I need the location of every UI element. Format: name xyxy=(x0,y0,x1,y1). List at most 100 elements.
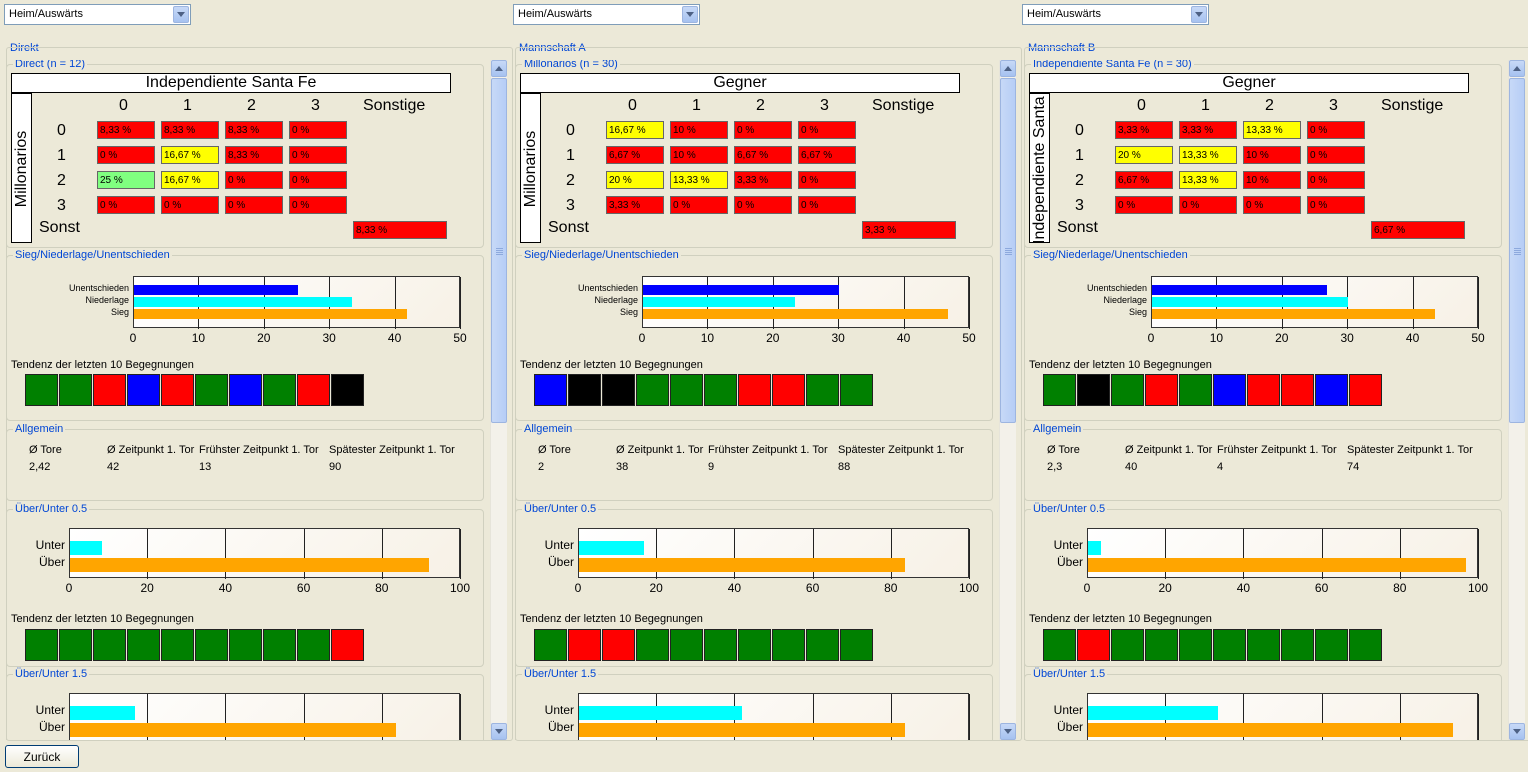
scroll-up-arrow-icon[interactable] xyxy=(1509,60,1525,77)
wld-chart-tick-label: 40 xyxy=(1405,331,1420,345)
stat-value: 40 xyxy=(1125,461,1138,473)
scroll-down-arrow-icon[interactable] xyxy=(1000,723,1016,740)
trend-label: Tendenz der letzten 10 Begegnungen xyxy=(520,359,703,371)
score-cell: 0 % xyxy=(798,196,856,214)
ou05-chart-tick-label: 20 xyxy=(1158,581,1172,595)
top-team-header: Gegner xyxy=(1029,73,1469,93)
score-cell: 0 % xyxy=(734,121,792,139)
column-header: 1 xyxy=(183,97,192,114)
back-button[interactable]: Zurück xyxy=(5,745,79,768)
wld-chart-tick-label: 40 xyxy=(896,331,911,345)
trend-box xyxy=(297,629,330,661)
scrollbar-thumb[interactable] xyxy=(1000,78,1016,423)
side-team-label: Millonarios xyxy=(522,130,539,208)
match-filter-dropdown[interactable]: Heim/Auswärts xyxy=(513,4,700,25)
score-cell: 6,67 % xyxy=(734,146,792,164)
grip-line xyxy=(1005,247,1012,249)
ou05-chart-plot xyxy=(1087,528,1479,579)
ou15-chart-gridline xyxy=(225,694,227,740)
trend-box xyxy=(738,629,771,661)
over-under-15-group: Über/Unter 1.5 Unter Über xyxy=(6,668,484,740)
chevron-down-icon[interactable] xyxy=(1191,6,1207,23)
stat-value: 4 xyxy=(1217,461,1224,473)
trend-box xyxy=(59,629,92,661)
ou05-chart-tick-label: 0 xyxy=(1083,581,1091,595)
vertical-scrollbar[interactable] xyxy=(490,60,507,740)
ou05-chart-tick-label: 0 xyxy=(574,581,582,595)
ou05-chart-gridline xyxy=(1478,529,1479,579)
score-cell: 0 % xyxy=(225,196,283,214)
trend-label: Tendenz der letzten 10 Begegnungen xyxy=(1029,613,1212,625)
stat-value: 90 xyxy=(329,461,342,473)
score-cell: 8,33 % xyxy=(97,121,155,139)
column-header: 2 xyxy=(247,97,256,114)
score-cell: 0 % xyxy=(1307,146,1365,164)
win-loss-draw-group: Sieg/Niederlage/Unentschieden Unentschied… xyxy=(1024,249,1502,421)
trend-box xyxy=(636,374,669,406)
scroll-down-arrow-icon[interactable] xyxy=(1509,723,1525,740)
side-team-header: Millonarios xyxy=(520,93,541,243)
wld-chart-category-label: Niederlage xyxy=(85,295,129,305)
trend-box xyxy=(534,374,567,406)
trend-box xyxy=(297,374,330,406)
chevron-down-icon[interactable] xyxy=(173,6,189,23)
ou05-chart-gridline xyxy=(225,529,227,579)
trend-box xyxy=(840,629,873,661)
wld-chart-tick-label: 50 xyxy=(962,331,976,345)
group-label: Über/Unter 1.5 xyxy=(522,668,599,680)
vertical-scrollbar[interactable] xyxy=(1508,60,1525,740)
wld-chart-plot xyxy=(642,276,970,329)
wld-chart-category-label: Unentschieden xyxy=(1086,283,1147,293)
chevron-down-icon[interactable] xyxy=(682,6,698,23)
ou15-chart-gridline xyxy=(812,694,814,740)
score-cell: 10 % xyxy=(1243,171,1301,189)
trend-box xyxy=(127,629,160,661)
score-cell: 16,67 % xyxy=(161,146,219,164)
column-scroll-area: Direct (n = 12) Independiente Santa Fe Mil… xyxy=(6,60,502,740)
ou05-chart-category-label: Unter xyxy=(35,538,65,552)
trend-box xyxy=(195,629,228,661)
scrollbar-thumb[interactable] xyxy=(491,78,507,423)
wld-chart-tick-label: 40 xyxy=(387,331,402,345)
sonst-cell: 3,33 % xyxy=(862,221,956,239)
wld-chart-tick-label: 20 xyxy=(257,331,271,345)
ou05-chart-tick-label: 60 xyxy=(296,581,311,595)
vertical-scrollbar[interactable] xyxy=(999,60,1016,740)
row-header: 0 xyxy=(57,122,66,139)
score-cell: 0 % xyxy=(289,196,347,214)
over-under-05-group: Über/Unter 0.5 Unter Über 0 20 40 60 80 100 Tende… xyxy=(6,503,484,667)
stat-value: 38 xyxy=(616,461,629,473)
wld-chart-category-label: Sieg xyxy=(110,307,129,317)
score-cell: 0 % xyxy=(734,196,792,214)
group-label: Allgemein xyxy=(522,423,575,435)
scroll-up-arrow-icon[interactable] xyxy=(491,60,507,77)
column-header: 2 xyxy=(756,97,765,114)
wld-chart-bar xyxy=(1152,309,1436,319)
wld-chart-gridline xyxy=(1478,277,1479,329)
over-under-15-group: Über/Unter 1.5 Unter Über xyxy=(515,668,993,740)
row-header: 0 xyxy=(566,122,575,139)
trend-box xyxy=(1077,374,1110,406)
row-header: 3 xyxy=(57,197,66,214)
score-cell: 0 % xyxy=(289,171,347,189)
dropdown-value: Heim/Auswärts xyxy=(518,8,592,20)
ou05-chart-tick-label: 100 xyxy=(958,581,980,595)
trend-box xyxy=(1111,629,1144,661)
scrollbar-thumb[interactable] xyxy=(1509,78,1525,423)
scroll-up-arrow-icon[interactable] xyxy=(1000,60,1016,77)
wld-chart-tick-label: 0 xyxy=(638,331,646,345)
trend-box xyxy=(161,629,194,661)
trend-box xyxy=(93,374,126,406)
ou15-chart-bar xyxy=(70,706,136,720)
stat-header: Frühster Zeitpunkt 1. Tor xyxy=(199,444,319,456)
ou05-chart-gridline xyxy=(734,529,736,579)
ou15-chart-bar xyxy=(579,723,905,737)
group-label: Über/Unter 0.5 xyxy=(522,503,599,515)
trend-box xyxy=(704,629,737,661)
score-cell: 0 % xyxy=(289,146,347,164)
match-filter-dropdown[interactable]: Heim/Auswärts xyxy=(4,4,191,25)
scroll-down-arrow-icon[interactable] xyxy=(491,723,507,740)
match-filter-dropdown[interactable]: Heim/Auswärts xyxy=(1022,4,1209,25)
ou15-chart-gridline xyxy=(1243,694,1245,740)
score-matrix-group: Millonarios (n = 30) Gegner Millonarios 0 1 2… xyxy=(515,60,993,248)
